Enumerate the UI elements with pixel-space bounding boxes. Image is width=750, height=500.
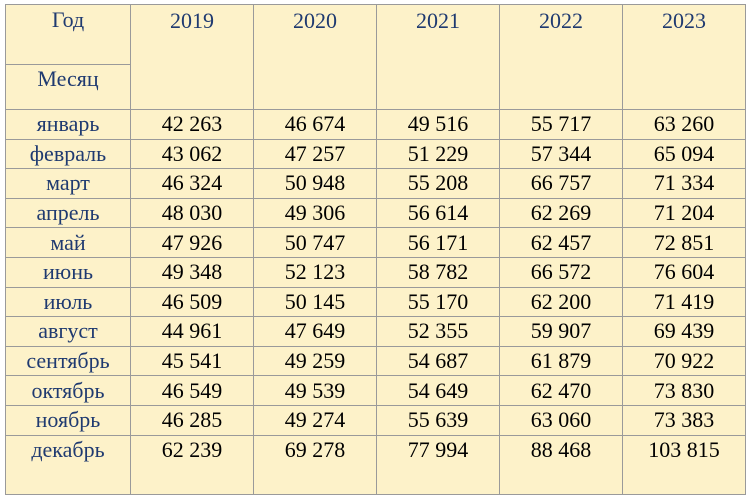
value-cell: 46 509 — [130, 286, 254, 318]
value-cell: 49 348 — [130, 256, 254, 288]
month-label: Месяц — [5, 64, 131, 110]
value-cell: 56 614 — [376, 197, 500, 229]
table-row: ноябрь 46 285 49 274 55 639 63 060 73 383 — [5, 404, 746, 436]
value-cell: 62 239 — [130, 434, 254, 495]
value-cell: 49 306 — [253, 197, 377, 229]
value-cell: 71 334 — [622, 168, 746, 199]
value-cell: 50 948 — [253, 168, 377, 199]
value-cell: 46 324 — [130, 168, 254, 199]
value-cell: 61 879 — [499, 345, 623, 377]
value-cell: 49 274 — [253, 404, 377, 436]
value-cell: 58 782 — [376, 256, 500, 288]
month-name: сентябрь — [5, 345, 131, 377]
value-cell: 44 961 — [130, 316, 254, 347]
value-cell: 69 278 — [253, 434, 377, 495]
value-cell: 57 344 — [499, 138, 623, 170]
value-cell: 62 269 — [499, 197, 623, 229]
value-cell: 46 674 — [253, 109, 377, 140]
table-row: октябрь 46 549 49 539 54 649 62 470 73 830 — [5, 375, 746, 406]
value-cell: 49 539 — [253, 375, 377, 406]
value-cell: 49 259 — [253, 345, 377, 377]
value-cell: 56 171 — [376, 227, 500, 258]
month-name: июнь — [5, 256, 131, 288]
value-cell: 55 717 — [499, 109, 623, 140]
month-name: март — [5, 168, 131, 199]
value-cell: 62 200 — [499, 286, 623, 318]
value-cell: 43 062 — [130, 138, 254, 170]
table-row: январь 42 263 46 674 49 516 55 717 63 260 — [5, 109, 746, 140]
value-cell: 52 355 — [376, 316, 500, 347]
value-cell: 62 457 — [499, 227, 623, 258]
value-cell: 73 830 — [622, 375, 746, 406]
value-cell: 52 123 — [253, 256, 377, 288]
value-cell: 71 204 — [622, 197, 746, 229]
year-header: 2023 — [622, 4, 746, 110]
value-cell: 88 468 — [499, 434, 623, 495]
header-row: Месяц — [5, 64, 746, 110]
value-cell: 50 145 — [253, 286, 377, 318]
table-row: апрель 48 030 49 306 56 614 62 269 71 204 — [5, 197, 746, 229]
table-row: февраль 43 062 47 257 51 229 57 344 65 094 — [5, 138, 746, 170]
value-cell: 54 687 — [376, 345, 500, 377]
value-cell: 103 815 — [622, 434, 746, 495]
month-name: декабрь — [5, 434, 131, 495]
value-cell: 50 747 — [253, 227, 377, 258]
value-cell: 45 541 — [130, 345, 254, 377]
value-cell: 77 994 — [376, 434, 500, 495]
value-cell: 42 263 — [130, 109, 254, 140]
value-cell: 55 208 — [376, 168, 500, 199]
value-cell: 55 639 — [376, 404, 500, 436]
value-cell: 46 549 — [130, 375, 254, 406]
table-row: август 44 961 47 649 52 355 59 907 69 439 — [5, 316, 746, 347]
header-row: Год 2019 2020 2021 2022 2023 — [5, 4, 746, 110]
value-cell: 49 516 — [376, 109, 500, 140]
month-name: апрель — [5, 197, 131, 229]
value-cell: 72 851 — [622, 227, 746, 258]
month-name: май — [5, 227, 131, 258]
value-cell: 63 060 — [499, 404, 623, 436]
table-row: декабрь 62 239 69 278 77 994 88 468 103 815 — [5, 434, 746, 495]
table-row: март 46 324 50 948 55 208 66 757 71 334 — [5, 168, 746, 199]
table-row: сентябрь 45 541 49 259 54 687 61 879 70 922 — [5, 345, 746, 377]
year-header: 2019 — [130, 4, 254, 110]
month-name: январь — [5, 109, 131, 140]
value-cell: 55 170 — [376, 286, 500, 318]
month-name: ноябрь — [5, 404, 131, 436]
value-cell: 76 604 — [622, 256, 746, 288]
value-cell: 59 907 — [499, 316, 623, 347]
value-cell: 62 470 — [499, 375, 623, 406]
value-cell: 71 419 — [622, 286, 746, 318]
value-cell: 47 649 — [253, 316, 377, 347]
value-cell: 51 229 — [376, 138, 500, 170]
value-cell: 70 922 — [622, 345, 746, 377]
month-name: август — [5, 316, 131, 347]
month-name: февраль — [5, 138, 131, 170]
value-cell: 65 094 — [622, 138, 746, 170]
value-cell: 69 439 — [622, 316, 746, 347]
month-name: октябрь — [5, 375, 131, 406]
value-cell: 47 926 — [130, 227, 254, 258]
month-name: июль — [5, 286, 131, 318]
value-cell: 47 257 — [253, 138, 377, 170]
table-row: июль 46 509 50 145 55 170 62 200 71 419 — [5, 286, 746, 318]
value-cell: 63 260 — [622, 109, 746, 140]
data-table: Год 2019 2020 2021 2022 2023 Месяц январь 42 263… — [5, 4, 746, 495]
value-cell: 54 649 — [376, 375, 500, 406]
year-header: 2022 — [499, 4, 623, 110]
value-cell: 46 285 — [130, 404, 254, 436]
year-header: 2021 — [376, 4, 500, 110]
table-row: июнь 49 348 52 123 58 782 66 572 76 604 — [5, 256, 746, 288]
value-cell: 73 383 — [622, 404, 746, 436]
value-cell: 66 572 — [499, 256, 623, 288]
table-row: май 47 926 50 747 56 171 62 457 72 851 — [5, 227, 746, 258]
year-header: 2020 — [253, 4, 377, 110]
year-label: Год — [5, 4, 131, 65]
value-cell: 48 030 — [130, 197, 254, 229]
value-cell: 66 757 — [499, 168, 623, 199]
